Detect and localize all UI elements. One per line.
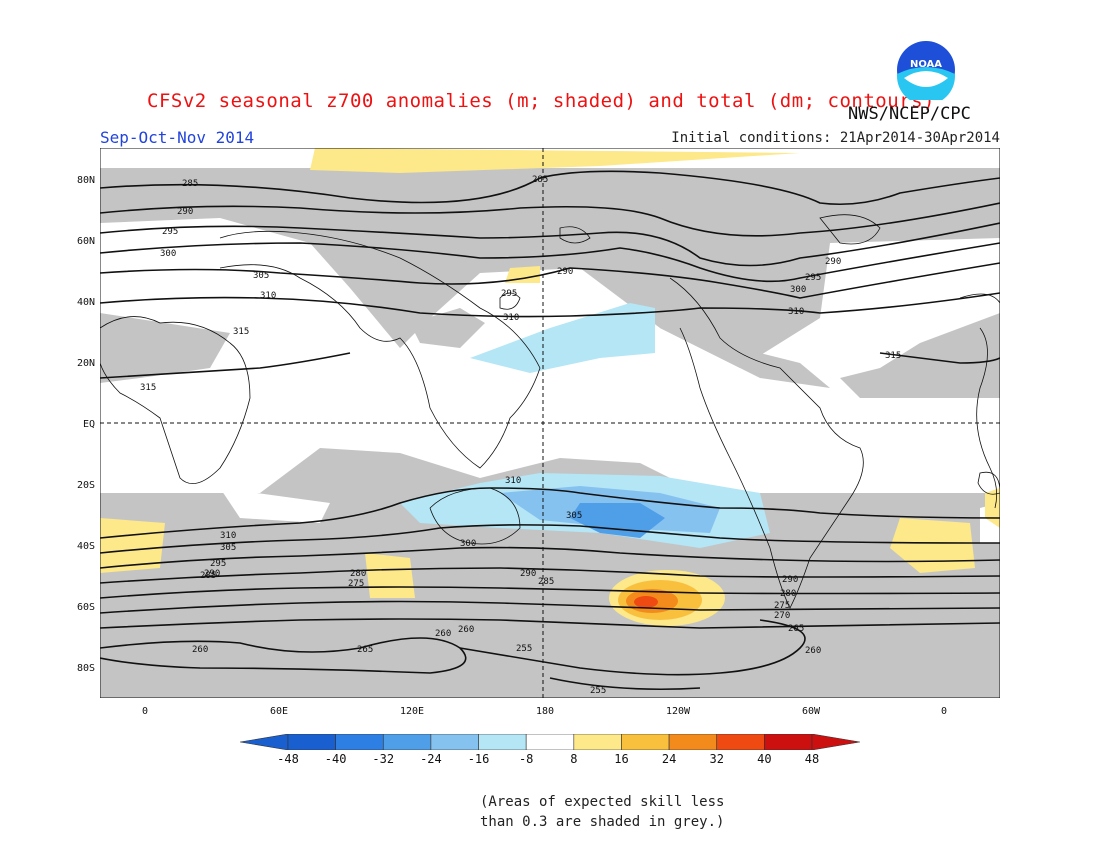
svg-text:260: 260: [458, 625, 474, 635]
svg-text:290: 290: [520, 569, 536, 579]
lat-label: EQ: [82, 419, 95, 430]
colorbar-segment: [668, 734, 718, 750]
svg-text:305: 305: [220, 543, 236, 553]
colorbar-segment: [764, 734, 813, 750]
positive-anomaly-shading: [100, 148, 1000, 598]
svg-text:255: 255: [516, 644, 532, 654]
colorbar-tick-label: -8: [518, 752, 534, 766]
svg-text:300: 300: [160, 249, 176, 259]
colorbar-tick-label: -40: [324, 752, 347, 766]
colorbar-tick-label: 48: [804, 752, 820, 766]
lat-label: 20S: [76, 480, 95, 491]
svg-text:310: 310: [220, 531, 236, 541]
colorbar-segment: [525, 734, 575, 750]
svg-text:295: 295: [501, 289, 517, 299]
lat-label: 60N: [76, 236, 95, 247]
lon-label: 120E: [399, 706, 425, 717]
initial-conditions-label: Initial conditions: 21Apr2014-30Apr2014: [671, 130, 1000, 146]
svg-text:255: 255: [590, 686, 606, 696]
svg-text:265: 265: [357, 645, 373, 655]
colorbar-tick-label: -48: [277, 752, 299, 766]
svg-text:300: 300: [790, 285, 806, 295]
svg-text:310: 310: [260, 291, 276, 301]
svg-text:275: 275: [774, 601, 790, 611]
colorbar-tick-label: -32: [372, 752, 395, 766]
lon-label: 60E: [269, 706, 289, 717]
svg-text:315: 315: [233, 327, 249, 337]
svg-text:275: 275: [348, 579, 364, 589]
svg-text:315: 315: [140, 383, 156, 393]
colorbar-tick-label: 8: [570, 752, 578, 766]
chart-title: CFSv2 seasonal z700 anomalies (m; shaded…: [147, 90, 935, 112]
colorbar-arrow-right: [811, 734, 860, 750]
lon-label: 0: [141, 706, 149, 717]
colorbar-arrow-left: [240, 734, 289, 750]
svg-text:265: 265: [788, 624, 804, 634]
svg-text:305: 305: [253, 271, 269, 281]
svg-text:285: 285: [182, 179, 198, 189]
svg-text:290: 290: [557, 267, 573, 277]
agency-label: NWS/NCEP/CPC: [848, 104, 971, 124]
anomaly-map: 285 285 290 295 300 305 310 315 315 290 …: [100, 148, 1000, 698]
svg-text:295: 295: [162, 227, 178, 237]
lat-label: 40S: [76, 541, 95, 552]
svg-text:295: 295: [210, 559, 226, 569]
colorbar-segment: [382, 734, 432, 750]
colorbar-segment: [478, 734, 527, 750]
svg-text:290: 290: [782, 575, 798, 585]
lat-label: 20N: [76, 358, 95, 369]
colorbar-tick-label: 32: [709, 752, 724, 766]
height-contours: [100, 170, 1000, 691]
lon-label: 120W: [665, 706, 691, 717]
lat-label: 60S: [76, 602, 95, 613]
svg-text:280: 280: [780, 589, 796, 599]
svg-text:290: 290: [825, 257, 841, 267]
colorbar-segment: [716, 734, 765, 750]
svg-text:260: 260: [435, 629, 451, 639]
svg-text:290: 290: [177, 207, 193, 217]
season-label: Sep-Oct-Nov 2014: [100, 128, 255, 147]
colorbar-tick-label: 24: [661, 752, 677, 766]
lon-label: 60W: [801, 706, 821, 717]
svg-text:260: 260: [192, 645, 208, 655]
colorbar-tick-label: -16: [467, 752, 490, 766]
svg-text:305: 305: [566, 511, 582, 521]
skill-footnote: (Areas of expected skill less than 0.3 a…: [480, 792, 724, 832]
colorbar-segment: [287, 734, 336, 750]
footnote-line-2: than 0.3 are shaded in grey.): [480, 814, 725, 830]
lat-label: 40N: [76, 297, 95, 308]
svg-text:310: 310: [503, 313, 519, 323]
svg-text:310: 310: [505, 476, 521, 486]
svg-text:285: 285: [532, 175, 548, 185]
colorbar-segment: [430, 734, 479, 750]
svg-text:260: 260: [805, 646, 821, 656]
svg-text:300: 300: [460, 539, 476, 549]
lat-label: 80S: [76, 663, 95, 674]
noaa-logo-icon: NOAA: [897, 41, 955, 100]
colorbar-segment: [621, 734, 670, 750]
svg-text:285: 285: [200, 571, 216, 581]
colorbar-segment: [573, 734, 622, 750]
lon-label: 180: [535, 706, 555, 717]
svg-text:290: 290: [204, 569, 220, 579]
svg-text:270: 270: [774, 611, 790, 621]
colorbar-tick-label: 40: [757, 752, 772, 766]
svg-text:285: 285: [538, 577, 554, 587]
colorbar: [240, 734, 860, 750]
svg-text:315: 315: [885, 351, 901, 361]
svg-text:295: 295: [805, 273, 821, 283]
svg-text:310: 310: [788, 307, 804, 317]
colorbar-segment: [335, 734, 384, 750]
logo-text: NOAA: [910, 59, 942, 70]
svg-text:280: 280: [350, 569, 366, 579]
colorbar-tick-label: 16: [614, 752, 629, 766]
colorbar-tick-label: -24: [420, 752, 442, 766]
lat-label: 80N: [76, 175, 95, 186]
footnote-line-1: (Areas of expected skill less: [480, 794, 725, 810]
low-skill-shading: [100, 168, 1000, 698]
lon-label: 0: [940, 706, 948, 717]
